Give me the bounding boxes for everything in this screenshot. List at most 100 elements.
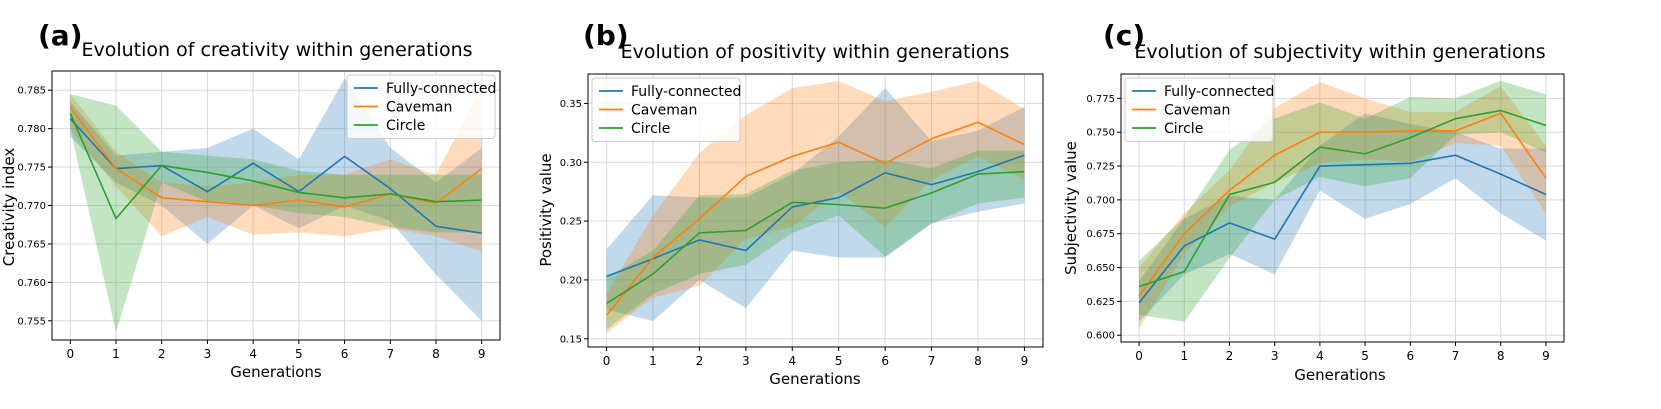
x-tick-label: 4 [788, 354, 796, 368]
legend-box [591, 77, 741, 142]
confidence-band-0 [606, 88, 1025, 322]
plot-area: 0 1 2 3 4 5 6 7 8 9 0.15 0.20 0.25 0.30 0.35 Fully-conn… [560, 73, 1044, 368]
panel-letter: (b) [583, 19, 629, 52]
legend-label: Caveman [1164, 103, 1230, 119]
axes-frame [1120, 73, 1565, 343]
x-tick-label: 2 [696, 354, 704, 368]
x-tick-label: 5 [295, 347, 303, 361]
chart-title: Evolution of positivity within generatio… [621, 41, 1010, 63]
y-tick-label: 0.20 [560, 275, 582, 286]
legend: Fully-connected Caveman Circle [1124, 77, 1274, 142]
x-tick-label: 5 [835, 354, 843, 368]
x-tick-label: 6 [1406, 349, 1414, 363]
x-axis-label: Generations [1294, 366, 1386, 384]
x-tick-label: 0 [603, 354, 611, 368]
plot-area: 0 1 2 3 4 5 6 7 8 9 0.600 0.625 0.650 0.675 0.700 0.725… [1086, 73, 1565, 363]
x-tick-label: 6 [881, 354, 889, 368]
legend-label: Fully-connected [1164, 84, 1274, 100]
confidence-band-1 [70, 86, 482, 252]
y-tick-label: 0.750 [1086, 128, 1115, 139]
legend-label: Fully-connected [386, 81, 496, 97]
x-tick-label: 7 [928, 354, 936, 368]
x-tick-label: 1 [1180, 349, 1188, 363]
y-tick-label: 0.600 [1086, 331, 1115, 342]
y-tick-label: 0.725 [1086, 162, 1115, 173]
confidence-band-2 [1139, 80, 1546, 322]
x-tick-label: 5 [1361, 349, 1369, 363]
x-tick-label: 9 [1542, 349, 1550, 363]
chart-panel-b: (b) Evolution of positivity within gener… [537, 19, 1044, 388]
x-tick-label: 4 [249, 347, 257, 361]
x-tick-label: 1 [649, 354, 657, 368]
legend-label: Circle [1164, 121, 1203, 137]
legend: Fully-connected Caveman Circle [346, 74, 496, 139]
y-tick-label: 0.25 [560, 217, 582, 228]
confidence-band-2 [70, 94, 482, 333]
y-tick-label: 0.30 [560, 158, 582, 169]
legend-box [346, 74, 496, 139]
x-axis-label: Generations [769, 370, 861, 388]
x-tick-label: 8 [974, 354, 982, 368]
confidence-band-2 [606, 150, 1025, 330]
legend-label: Circle [386, 118, 425, 134]
legend-label: Fully-connected [631, 84, 741, 100]
y-axis-label: Positivity value [537, 153, 555, 266]
x-tick-label: 2 [158, 347, 166, 361]
y-tick-label: 0.760 [17, 278, 46, 289]
y-tick-label: 0.700 [1086, 195, 1115, 206]
confidence-band-0 [1139, 113, 1546, 322]
chart-panel-c: (c) Evolution of subjectivity within gen… [1062, 19, 1565, 384]
series-line-0 [606, 154, 1025, 278]
confidence-band-0 [70, 78, 482, 321]
x-tick-label: 3 [204, 347, 212, 361]
legend-label: Caveman [631, 103, 697, 119]
y-axis-label: Subjectivity value [1062, 141, 1080, 275]
x-tick-label: 3 [742, 354, 750, 368]
panel-letter: (a) [38, 19, 83, 52]
x-tick-label: 8 [432, 347, 440, 361]
x-tick-label: 9 [478, 347, 486, 361]
y-tick-label: 0.775 [1086, 94, 1115, 105]
y-tick-label: 0.675 [1086, 229, 1115, 240]
x-tick-label: 1 [112, 347, 120, 361]
legend-box [1124, 77, 1274, 142]
y-tick-label: 0.650 [1086, 263, 1115, 274]
y-tick-label: 0.755 [17, 316, 46, 327]
y-tick-label: 0.35 [560, 99, 582, 110]
x-tick-label: 9 [1021, 354, 1029, 368]
series-line-2 [606, 170, 1025, 305]
legend-label: Circle [631, 121, 670, 137]
x-axis-label: Generations [230, 363, 322, 381]
chart-title: Evolution of subjectivity within generat… [1134, 41, 1545, 63]
plot-area: 0 1 2 3 4 5 6 7 8 9 0.755 0.760 0.765 0.770 0.775 0.780… [17, 70, 501, 361]
panel-letter: (c) [1103, 19, 1145, 52]
y-tick-label: 0.785 [17, 86, 46, 97]
series-line-1 [605, 121, 1025, 316]
y-tick-label: 0.625 [1086, 297, 1115, 308]
series-line-2 [1138, 109, 1547, 288]
x-tick-label: 0 [1135, 349, 1143, 363]
x-tick-label: 8 [1497, 349, 1505, 363]
y-tick-label: 0.770 [17, 201, 46, 212]
chart-title: Evolution of creativity within generatio… [81, 39, 472, 61]
series-line-1 [1138, 112, 1547, 297]
x-tick-label: 7 [386, 347, 394, 361]
x-tick-label: 3 [1271, 349, 1279, 363]
x-tick-label: 0 [66, 347, 74, 361]
legend: Fully-connected Caveman Circle [591, 77, 741, 142]
x-tick-label: 4 [1316, 349, 1324, 363]
y-tick-label: 0.780 [17, 124, 46, 135]
y-tick-label: 0.775 [17, 163, 46, 174]
y-axis-label: Creativity index [0, 148, 18, 267]
y-tick-label: 0.765 [17, 239, 46, 250]
y-tick-label: 0.15 [560, 334, 582, 345]
series-line-0 [69, 118, 482, 234]
legend-label: Caveman [386, 100, 452, 116]
x-tick-label: 2 [1226, 349, 1234, 363]
confidence-band-1 [1139, 82, 1546, 329]
chart-panel-a: (a) Evolution of creativity within gener… [0, 19, 501, 381]
axes-frame [587, 73, 1044, 348]
x-tick-label: 6 [341, 347, 349, 361]
series-line-2 [69, 112, 482, 221]
